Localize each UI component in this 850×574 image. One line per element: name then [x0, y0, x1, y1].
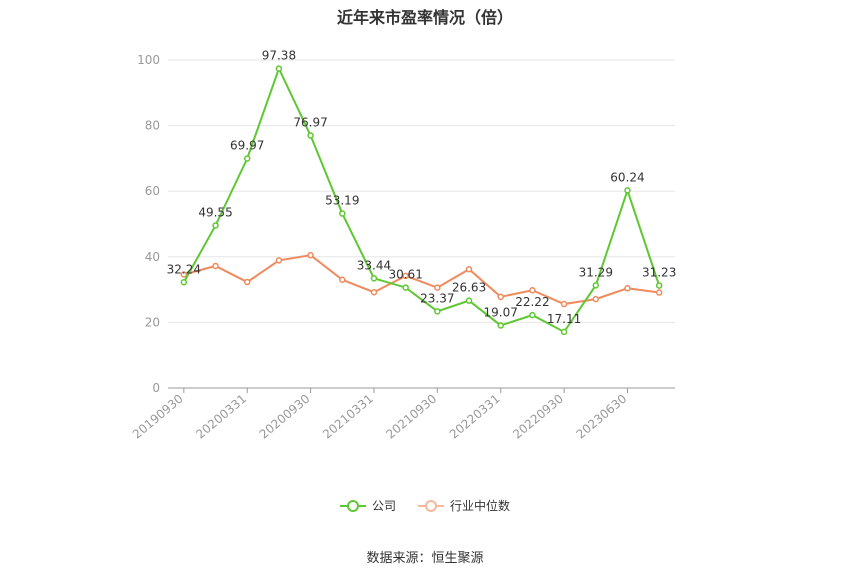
- data-point: [180, 271, 188, 278]
- data-point: [402, 284, 409, 291]
- x-tick-label: 20220331: [447, 392, 503, 442]
- legend-item-company[interactable]: 公司: [339, 497, 396, 514]
- data-point: [592, 282, 600, 289]
- data-point: [497, 293, 504, 301]
- data-label: 30.61: [388, 268, 422, 282]
- series-line: [182, 65, 661, 334]
- x-axis: 20190930 20200331 20200930 20210331 20210930…: [130, 387, 675, 442]
- data-point: [339, 276, 346, 284]
- x-tick-label: 20200331: [193, 392, 249, 442]
- data-point: [624, 187, 631, 194]
- y-tick-label: 0: [152, 381, 160, 395]
- x-tick-label: 20210331: [320, 392, 376, 442]
- y-tick-label: 20: [145, 315, 160, 329]
- data-point: [180, 279, 188, 286]
- data-point: [275, 257, 283, 264]
- y-tick-label: 100: [137, 53, 160, 67]
- legend: 公司 行业中位数: [0, 497, 850, 514]
- data-point: [243, 155, 251, 162]
- data-point: [529, 287, 536, 294]
- legend-label-company: 公司: [371, 499, 396, 513]
- data-label: 22.22: [515, 295, 549, 309]
- data-point: [370, 275, 378, 282]
- data-label: 32.24: [167, 262, 201, 276]
- data-point: [529, 311, 536, 319]
- data-point: [465, 266, 473, 273]
- data-labels: 32.24 49.55 69.97 97.38 76.97 53.19 33.4430.61…: [167, 49, 677, 326]
- data-label: 31.23: [642, 266, 676, 280]
- data-label: 33.44: [357, 258, 391, 272]
- data-point: [434, 308, 441, 315]
- data-point: [370, 288, 378, 296]
- data-point: [465, 297, 473, 304]
- x-tick-label: 20230630: [574, 392, 630, 442]
- data-point: [592, 295, 600, 303]
- data-point: [243, 278, 251, 286]
- data-point: [212, 262, 219, 270]
- x-tick-label: 20190930: [130, 392, 186, 442]
- data-label: 69.97: [230, 138, 264, 152]
- data-label: 60.24: [610, 170, 644, 184]
- data-point: [497, 322, 504, 329]
- series-lines: [180, 65, 663, 336]
- legend-symbol-industry-median: [418, 499, 444, 513]
- y-axis-ticks: 0 20 40 60 80 100: [137, 53, 160, 395]
- data-point: [339, 210, 346, 217]
- data-point: [655, 282, 663, 289]
- legend-item-industry-median[interactable]: 行业中位数: [418, 497, 510, 514]
- chart-title: 近年来市盈率情况（倍）: [336, 8, 513, 27]
- x-tick-label: 20200930: [257, 392, 313, 442]
- data-point: [402, 272, 409, 280]
- data-point: [560, 328, 568, 336]
- x-tick-label: 20210930: [383, 392, 439, 442]
- data-label: 26.63: [452, 281, 486, 295]
- legend-symbol-company: [339, 499, 366, 513]
- data-label: 49.55: [198, 205, 232, 219]
- data-label: 17.11: [547, 312, 581, 326]
- x-tick-label: 20220930: [510, 392, 566, 442]
- grid-lines: [168, 59, 675, 323]
- data-point: [560, 300, 568, 308]
- data-point: [275, 65, 283, 72]
- y-tick-label: 80: [145, 119, 160, 133]
- y-tick-label: 40: [145, 250, 160, 264]
- data-label: 19.07: [484, 305, 518, 319]
- data-label: 76.97: [293, 116, 327, 130]
- series-line: [183, 254, 660, 306]
- data-label: 23.37: [420, 291, 454, 305]
- data-point: [212, 222, 219, 229]
- legend-label-industry-median: 行业中位数: [450, 499, 511, 513]
- data-source: 数据来源：恒生聚源: [366, 551, 484, 566]
- data-label: 97.38: [262, 49, 296, 63]
- data-point: [307, 132, 314, 139]
- data-point: [655, 289, 663, 296]
- y-tick-label: 60: [145, 184, 160, 198]
- data-label: 31.29: [579, 265, 613, 279]
- data-point: [307, 251, 314, 259]
- data-point: [624, 285, 631, 292]
- data-point: [434, 284, 441, 291]
- data-label: 53.19: [325, 194, 359, 208]
